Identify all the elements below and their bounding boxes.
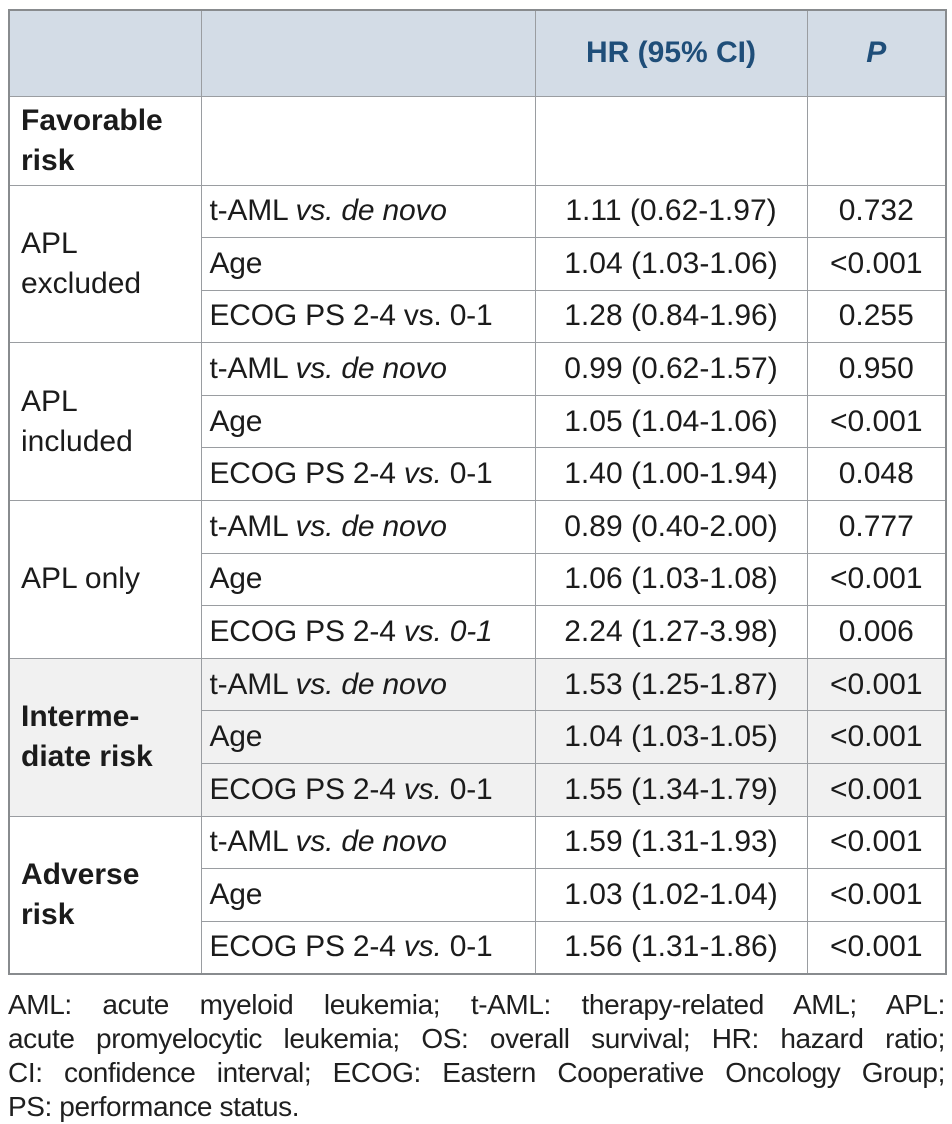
table-row: Age 1.04 (1.03-1.05) <0.001 bbox=[9, 710, 947, 765]
hr-cell: 1.28 (0.84-1.96) bbox=[534, 289, 808, 344]
variable-cell: t-AML vs. de novo bbox=[200, 342, 536, 396]
p-value-cell: 0.732 bbox=[806, 184, 947, 239]
p-value-cell: <0.001 bbox=[806, 920, 947, 975]
variable-cell: t-AML vs. de novo bbox=[200, 500, 536, 554]
p-value-cell: 0.950 bbox=[806, 342, 947, 396]
p-value-cell: 0.006 bbox=[806, 605, 947, 659]
hr-cell: 1.59 (1.31-1.93) bbox=[534, 815, 808, 870]
variable-cell: t-AML vs. de novo bbox=[200, 657, 536, 712]
table-row: Favorable risk bbox=[8, 95, 947, 186]
hr-cell: 1.55 (1.34-1.79) bbox=[534, 763, 808, 817]
multivariable-os-table: HR (95% CI) P Favorable risk APL exclude… bbox=[8, 9, 947, 975]
variable-cell: t-AML vs. de novo bbox=[200, 815, 536, 870]
hr-cell: 2.24 (1.27-3.98) bbox=[534, 605, 808, 659]
p-value-cell: 0.777 bbox=[806, 500, 947, 554]
hr-cell: 1.56 (1.31-1.86) bbox=[534, 920, 808, 975]
variable-cell: Age bbox=[200, 710, 536, 765]
variable-cell: ECOG PS 2-4 vs. 0-1 bbox=[200, 605, 536, 659]
p-value-cell: <0.001 bbox=[806, 763, 947, 817]
footnote-line: CI: confidence interval; ECOG: Eastern C… bbox=[8, 1056, 945, 1088]
variable-cell: ECOG PS 2-4 vs. 0-1 bbox=[200, 920, 536, 975]
hr-cell: 1.04 (1.03-1.06) bbox=[534, 237, 808, 291]
variable-cell: Age bbox=[200, 868, 536, 922]
table-row: Interme- diate risk t-AML vs. de novo 1.… bbox=[8, 657, 947, 817]
hr-cell: 1.40 (1.00-1.94) bbox=[534, 447, 808, 502]
abbreviations-footnote: AML: acute myeloid leukemia; t-AML: ther… bbox=[8, 988, 945, 1124]
hr-cell bbox=[534, 95, 808, 186]
variable-cell: ECOG PS 2-4 vs. 0-1 bbox=[200, 289, 536, 344]
header-empty-group bbox=[8, 9, 202, 97]
hr-cell: 0.89 (0.40-2.00) bbox=[534, 500, 808, 554]
footnote-line: acute promyelocytic leukemia; OS: overal… bbox=[8, 1022, 945, 1054]
hr-cell: 1.53 (1.25-1.87) bbox=[534, 657, 808, 712]
header-p-value: P bbox=[806, 9, 947, 97]
variable-cell: Age bbox=[200, 552, 536, 607]
p-value-cell: <0.001 bbox=[806, 394, 947, 449]
p-value-cell: 0.255 bbox=[806, 289, 947, 344]
hr-cell: 1.04 (1.03-1.05) bbox=[534, 710, 808, 765]
p-value-cell: <0.001 bbox=[806, 657, 947, 712]
p-value-cell: <0.001 bbox=[806, 815, 947, 870]
header-row: HR (95% CI) P bbox=[8, 9, 947, 97]
table-row: APL included t-AML vs. de novo 0.99 (0.6… bbox=[8, 342, 947, 502]
table-row: Adverse risk t-AML vs. de novo 1.59 (1.3… bbox=[8, 815, 947, 975]
variable-cell bbox=[200, 95, 536, 186]
table-row: Age 1.04 (1.03-1.06) <0.001 bbox=[9, 237, 947, 291]
hr-cell: 1.05 (1.04-1.06) bbox=[534, 394, 808, 449]
footnote-line: AML: acute myeloid leukemia; t-AML: ther… bbox=[8, 988, 945, 1020]
p-value-cell: 0.048 bbox=[806, 447, 947, 502]
table-row: ECOG PS 2-4 vs. 0-1 2.24 (1.27-3.98) 0.0… bbox=[9, 605, 947, 659]
p-value-cell bbox=[806, 95, 947, 186]
table-header: HR (95% CI) P bbox=[8, 9, 947, 97]
header-empty-variable bbox=[200, 9, 536, 97]
variable-cell: t-AML vs. de novo bbox=[200, 184, 536, 239]
footnote-line: PS: performance status. bbox=[8, 1090, 300, 1122]
p-value-cell: <0.001 bbox=[806, 237, 947, 291]
hr-cell: 1.11 (0.62-1.97) bbox=[534, 184, 808, 239]
variable-cell: Age bbox=[200, 394, 536, 449]
variable-cell: ECOG PS 2-4 vs. 0-1 bbox=[200, 763, 536, 817]
p-value-cell: <0.001 bbox=[806, 552, 947, 607]
hr-cell: 1.03 (1.02-1.04) bbox=[534, 868, 808, 922]
group-label-intermediate-risk: Interme- diate risk bbox=[8, 657, 202, 817]
variable-cell: ECOG PS 2-4 vs. 0-1 bbox=[200, 447, 536, 502]
group-label-apl-included: APL included bbox=[8, 342, 202, 502]
hr-cell: 1.06 (1.03-1.08) bbox=[534, 552, 808, 607]
variable-cell: Age bbox=[200, 237, 536, 291]
group-label-apl-only: APL only bbox=[8, 500, 202, 659]
p-value-cell: <0.001 bbox=[806, 710, 947, 765]
p-value-cell: <0.001 bbox=[806, 868, 947, 922]
table-row: ECOG PS 2-4 vs. 0-1 1.56 (1.31-1.86) <0.… bbox=[9, 920, 947, 975]
table-row: APL only t-AML vs. de novo 0.89 (0.40-2.… bbox=[8, 500, 947, 659]
table-row: ECOG PS 2-4 vs. 0-1 1.40 (1.00-1.94) 0.0… bbox=[9, 447, 947, 502]
group-label-apl-excluded: APL excluded bbox=[8, 184, 202, 344]
table-row: APL excluded t-AML vs. de novo 1.11 (0.6… bbox=[8, 184, 947, 344]
table-row: ECOG PS 2-4 vs. 0-1 1.55 (1.34-1.79) <0.… bbox=[9, 763, 947, 817]
header-hr-ci: HR (95% CI) bbox=[534, 9, 808, 97]
group-label-adverse-risk: Adverse risk bbox=[8, 815, 202, 975]
group-label-favorable-risk: Favorable risk bbox=[8, 95, 202, 186]
hr-cell: 0.99 (0.62-1.57) bbox=[534, 342, 808, 396]
